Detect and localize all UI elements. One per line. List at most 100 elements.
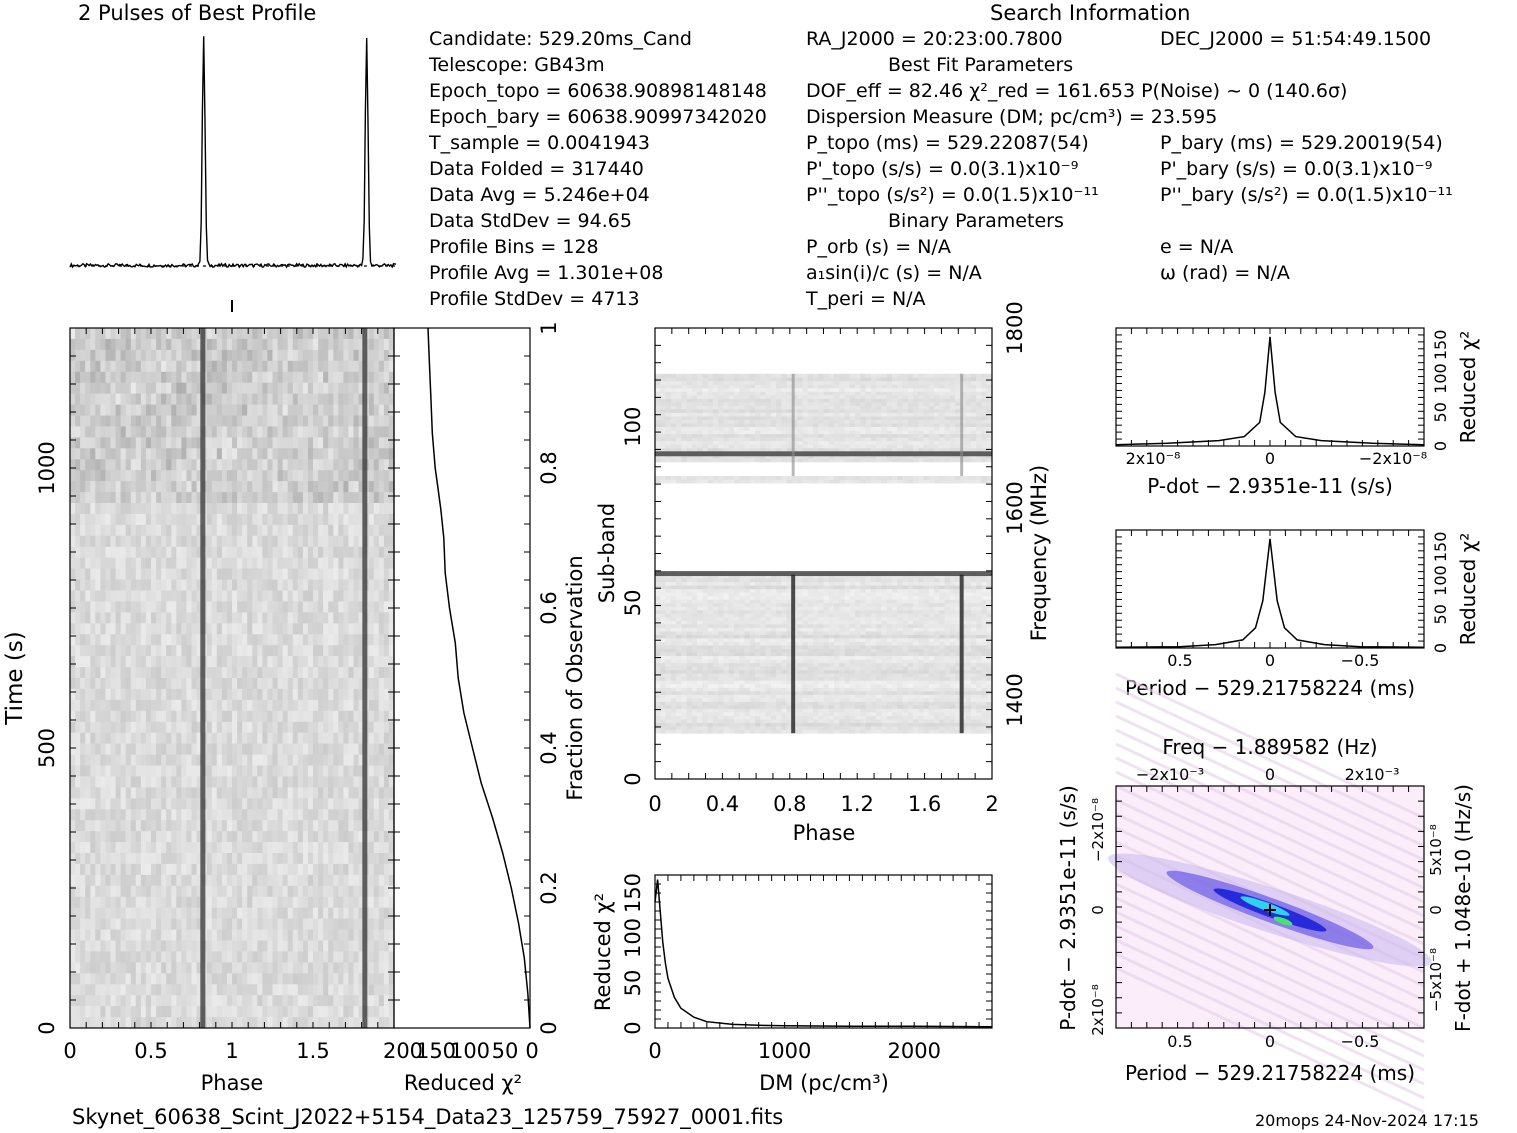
heatmap-cell <box>333 513 339 526</box>
heatmap-cell <box>85 590 91 602</box>
heatmap-cell <box>176 940 182 952</box>
heatmap-cell <box>338 842 344 854</box>
heatmap-cell <box>156 448 162 460</box>
heatmap-cell <box>712 722 719 727</box>
heatmap-cell <box>237 678 243 690</box>
y-axis-label: Fraction of Observation <box>563 555 587 800</box>
heatmap-cell <box>151 590 157 602</box>
heatmap-cell <box>770 708 777 713</box>
heatmap-cell <box>186 601 192 613</box>
heatmap-cell <box>292 743 299 755</box>
heatmap-cell <box>307 940 314 952</box>
heatmap-cell <box>232 699 238 712</box>
heatmap-cell <box>855 729 861 734</box>
heatmap-cell <box>125 579 132 591</box>
heatmap-cell <box>110 667 117 679</box>
heatmap-cell <box>287 426 294 438</box>
heatmap-cell <box>176 743 182 755</box>
heatmap-cell <box>262 721 268 734</box>
heatmap-cell <box>267 984 273 996</box>
heatmap-cell <box>333 338 339 351</box>
heatmap-cell <box>100 984 106 996</box>
heatmap-cell <box>744 729 751 734</box>
heatmap-cell <box>181 776 187 788</box>
heatmap-cell <box>140 349 147 362</box>
heatmap-cell <box>267 371 273 384</box>
heatmap-cell <box>297 809 304 821</box>
heatmap-cell <box>383 579 390 591</box>
heatmap-cell <box>277 349 284 362</box>
heatmap-cell <box>130 853 137 865</box>
heatmap-cell <box>140 929 147 941</box>
heatmap-cell <box>257 470 263 482</box>
heatmap-cell <box>955 708 961 713</box>
heatmap-cell <box>115 612 122 624</box>
heatmap-cell <box>277 634 284 646</box>
heatmap-cell <box>292 459 299 471</box>
heatmap-cell <box>196 656 203 668</box>
heatmap-cell <box>353 667 360 679</box>
heatmap-cell <box>115 557 122 570</box>
heatmap-cell <box>140 623 147 635</box>
heatmap-cell <box>171 842 177 854</box>
heatmap-cell <box>892 694 898 699</box>
heatmap-cell <box>156 382 162 395</box>
heatmap-cell <box>368 612 375 624</box>
heatmap-cell <box>226 393 233 405</box>
heatmap-cell <box>151 524 157 537</box>
heatmap-cell <box>277 765 284 777</box>
heatmap-cell <box>191 328 198 340</box>
heatmap-cell <box>378 896 385 909</box>
heatmap-cell <box>262 535 268 548</box>
heatmap-cell <box>247 415 253 427</box>
heatmap-cell <box>297 459 304 471</box>
heatmap-cell <box>839 698 845 702</box>
heatmap-cell <box>95 688 101 701</box>
heatmap-cell <box>712 712 719 716</box>
heatmap-cell <box>277 513 284 526</box>
heatmap-cell <box>262 874 268 887</box>
heatmap-cell <box>844 726 851 730</box>
heatmap-cell <box>226 907 233 920</box>
heatmap-cell <box>755 726 761 730</box>
heatmap-cell <box>257 338 263 351</box>
heatmap-cell <box>125 535 132 548</box>
heatmap-cell <box>353 382 360 395</box>
heatmap-cell <box>100 918 106 930</box>
heatmap-cell <box>171 459 177 471</box>
heatmap-cell <box>348 1006 354 1018</box>
heatmap-cell <box>151 787 157 799</box>
heatmap-cell <box>313 918 319 930</box>
heatmap-cell <box>776 729 782 734</box>
heatmap-cell <box>823 712 830 716</box>
heatmap-cell <box>226 404 233 416</box>
heatmap-cell <box>333 371 339 384</box>
heatmap-cell <box>252 513 258 526</box>
heatmap-cell <box>211 842 218 854</box>
heatmap-cell <box>120 634 127 646</box>
heatmap-cell <box>348 710 354 723</box>
heatmap-cell <box>949 705 956 709</box>
heatmap-cell <box>307 732 314 745</box>
heatmap-cell <box>262 579 268 591</box>
heatmap-cell <box>257 842 263 854</box>
heatmap-cell <box>855 719 861 723</box>
heatmap-cell <box>247 896 253 909</box>
heatmap-cell <box>928 698 935 702</box>
heatmap-cell <box>388 809 395 821</box>
heatmap-cell <box>100 393 106 405</box>
heatmap-cell <box>913 722 919 727</box>
heatmap-cell <box>196 503 203 515</box>
heatmap-cell <box>802 701 809 706</box>
heatmap-cell <box>292 546 299 559</box>
heatmap-cell <box>297 503 304 515</box>
heatmap-cell <box>323 678 329 690</box>
heatmap-cell <box>676 729 682 734</box>
heatmap-cell <box>211 481 218 493</box>
heatmap-cell <box>166 546 172 559</box>
heatmap-cell <box>242 612 248 624</box>
heatmap-cell <box>257 437 263 449</box>
heatmap-cell <box>297 798 304 810</box>
heatmap-cell <box>181 645 187 657</box>
heatmap-cell <box>839 722 845 727</box>
